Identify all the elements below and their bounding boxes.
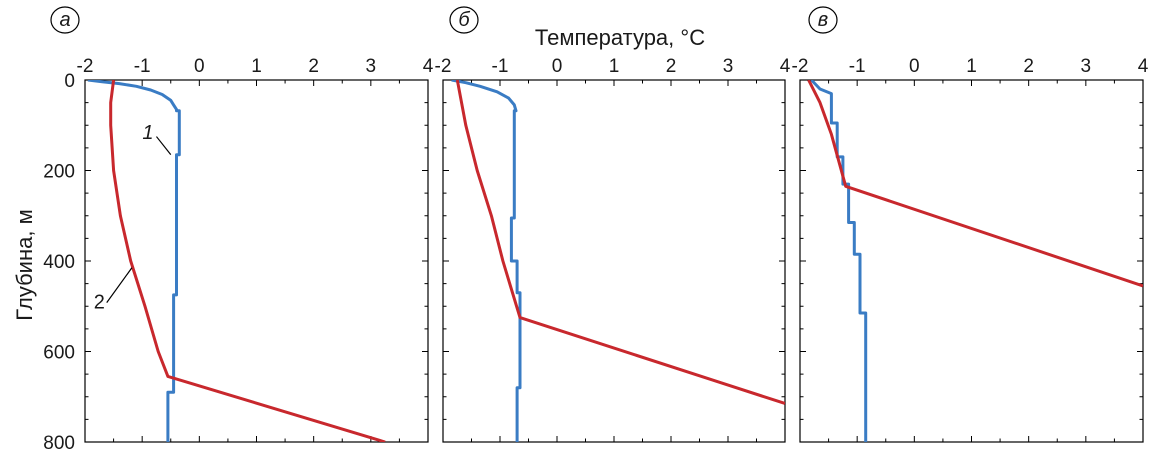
panel-label: б: [458, 9, 470, 31]
x-tick-label: 2: [308, 56, 319, 77]
x-tick-label: 1: [609, 56, 620, 77]
x-tick-label: 4: [1138, 56, 1149, 77]
chart-panel: -2 -1 0 1 2 3 4 б: [435, 6, 791, 443]
x-tick-label: 4: [780, 56, 791, 77]
panel-label-circle: [808, 6, 838, 34]
x-tick-label: -2: [435, 56, 452, 77]
chart-panel: -2 -1 0 1 2 3 4 в: [792, 6, 1149, 443]
curve-annotation-2: 2: [94, 292, 105, 314]
y-tick-label: 400: [43, 252, 75, 273]
x-tick-label: 0: [552, 56, 563, 77]
panel-label-circle: [50, 6, 80, 34]
y-axis-title: Глубина, м: [12, 209, 37, 320]
curve-annotation-1: 1: [142, 122, 153, 144]
y-tick-label: 200: [43, 162, 75, 183]
x-tick-label: 4: [423, 56, 434, 77]
x-tick-label: 3: [723, 56, 734, 77]
x-tick-label: 1: [251, 56, 262, 77]
x-tick-label: -1: [492, 56, 509, 77]
chart-panel: -2 -1 0 1 2 3 4 0 200 400 600 800 а 1 2: [43, 6, 434, 453]
series-1-line: [810, 80, 868, 442]
x-tick-label: -1: [134, 56, 151, 77]
series-1-line: [87, 80, 181, 442]
x-tick-label: 2: [666, 56, 677, 77]
panel-label-circle: [449, 6, 479, 34]
x-tick-label: 1: [966, 56, 977, 77]
panel-label-badge: а: [50, 6, 80, 34]
x-axis-title: Температура, °С: [535, 25, 705, 50]
x-tick-label: 3: [366, 56, 377, 77]
x-tick-label: 2: [1023, 56, 1034, 77]
series-2-line: [807, 80, 1143, 288]
x-tick-label: -1: [849, 56, 866, 77]
y-tick-label: 600: [43, 343, 75, 364]
series-1-line: [451, 80, 522, 442]
panel-label: а: [59, 9, 70, 31]
y-tick-label: 800: [43, 433, 75, 453]
x-tick-label: 3: [1081, 56, 1092, 77]
annotation-leader: [106, 267, 133, 303]
panel-label-badge: в: [808, 6, 838, 34]
series-2-line: [455, 80, 785, 405]
x-tick-label: 0: [194, 56, 205, 77]
annotation-leader: [155, 136, 172, 156]
panel-label: в: [818, 9, 828, 31]
plot-frame: [84, 79, 429, 443]
panel-label-badge: б: [449, 6, 479, 34]
x-tick-label: -2: [77, 56, 94, 77]
x-tick-label: 0: [909, 56, 920, 77]
plot-frame: [799, 79, 1144, 443]
y-tick-label: 0: [64, 71, 75, 92]
x-tick-label: -2: [792, 56, 809, 77]
series-2-line: [109, 80, 386, 442]
panels: -2 -1 0 1 2 3 4 0 200 400 600 800 а 1 2 -2 -1 0 1 2 3 4 б -2 -1 0…: [43, 6, 1149, 453]
